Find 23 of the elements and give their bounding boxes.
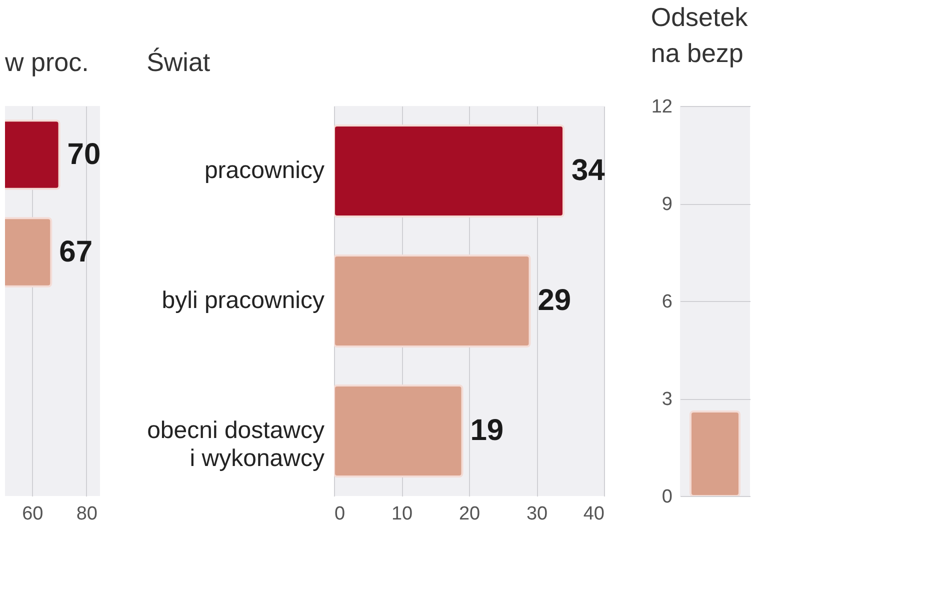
y-tick-label: pracownicy [204,157,324,184]
x-tick-label: 20 [458,504,480,524]
chart-title: w proc. [4,47,89,77]
x-tick-label: 30 [526,504,548,524]
y-tick-label: 0 [662,486,672,508]
chart-title: Odsetek na bezp [650,2,749,68]
x-tick-label: 40 [583,504,604,524]
y-tick-label: 3 [662,389,672,410]
y-tick-label: byli pracownicy [162,287,324,314]
data-label: 70 [67,138,101,171]
x-tick-label: 10 [391,504,413,524]
y-tick-label: 12 [651,96,672,118]
y-tick-label: obecni dostawcy i wykonawcy [147,417,324,472]
data-label: 34 [572,154,606,187]
data-label: 19 [470,414,504,447]
y-tick-label: 9 [662,194,672,215]
data-label: 67 [59,235,93,268]
x-tick-label: 0 [334,504,346,524]
data-label: 29 [538,284,572,317]
x-tick-label: 80 [76,504,98,524]
y-tick-label: 6 [662,292,672,312]
chart-title: Świat [146,47,211,77]
x-tick-label: 60 [22,504,44,524]
